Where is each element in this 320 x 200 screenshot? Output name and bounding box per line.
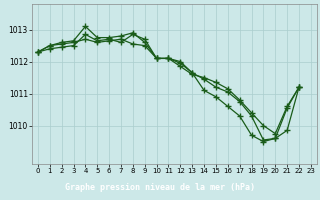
Text: Graphe pression niveau de la mer (hPa): Graphe pression niveau de la mer (hPa) xyxy=(65,182,255,192)
